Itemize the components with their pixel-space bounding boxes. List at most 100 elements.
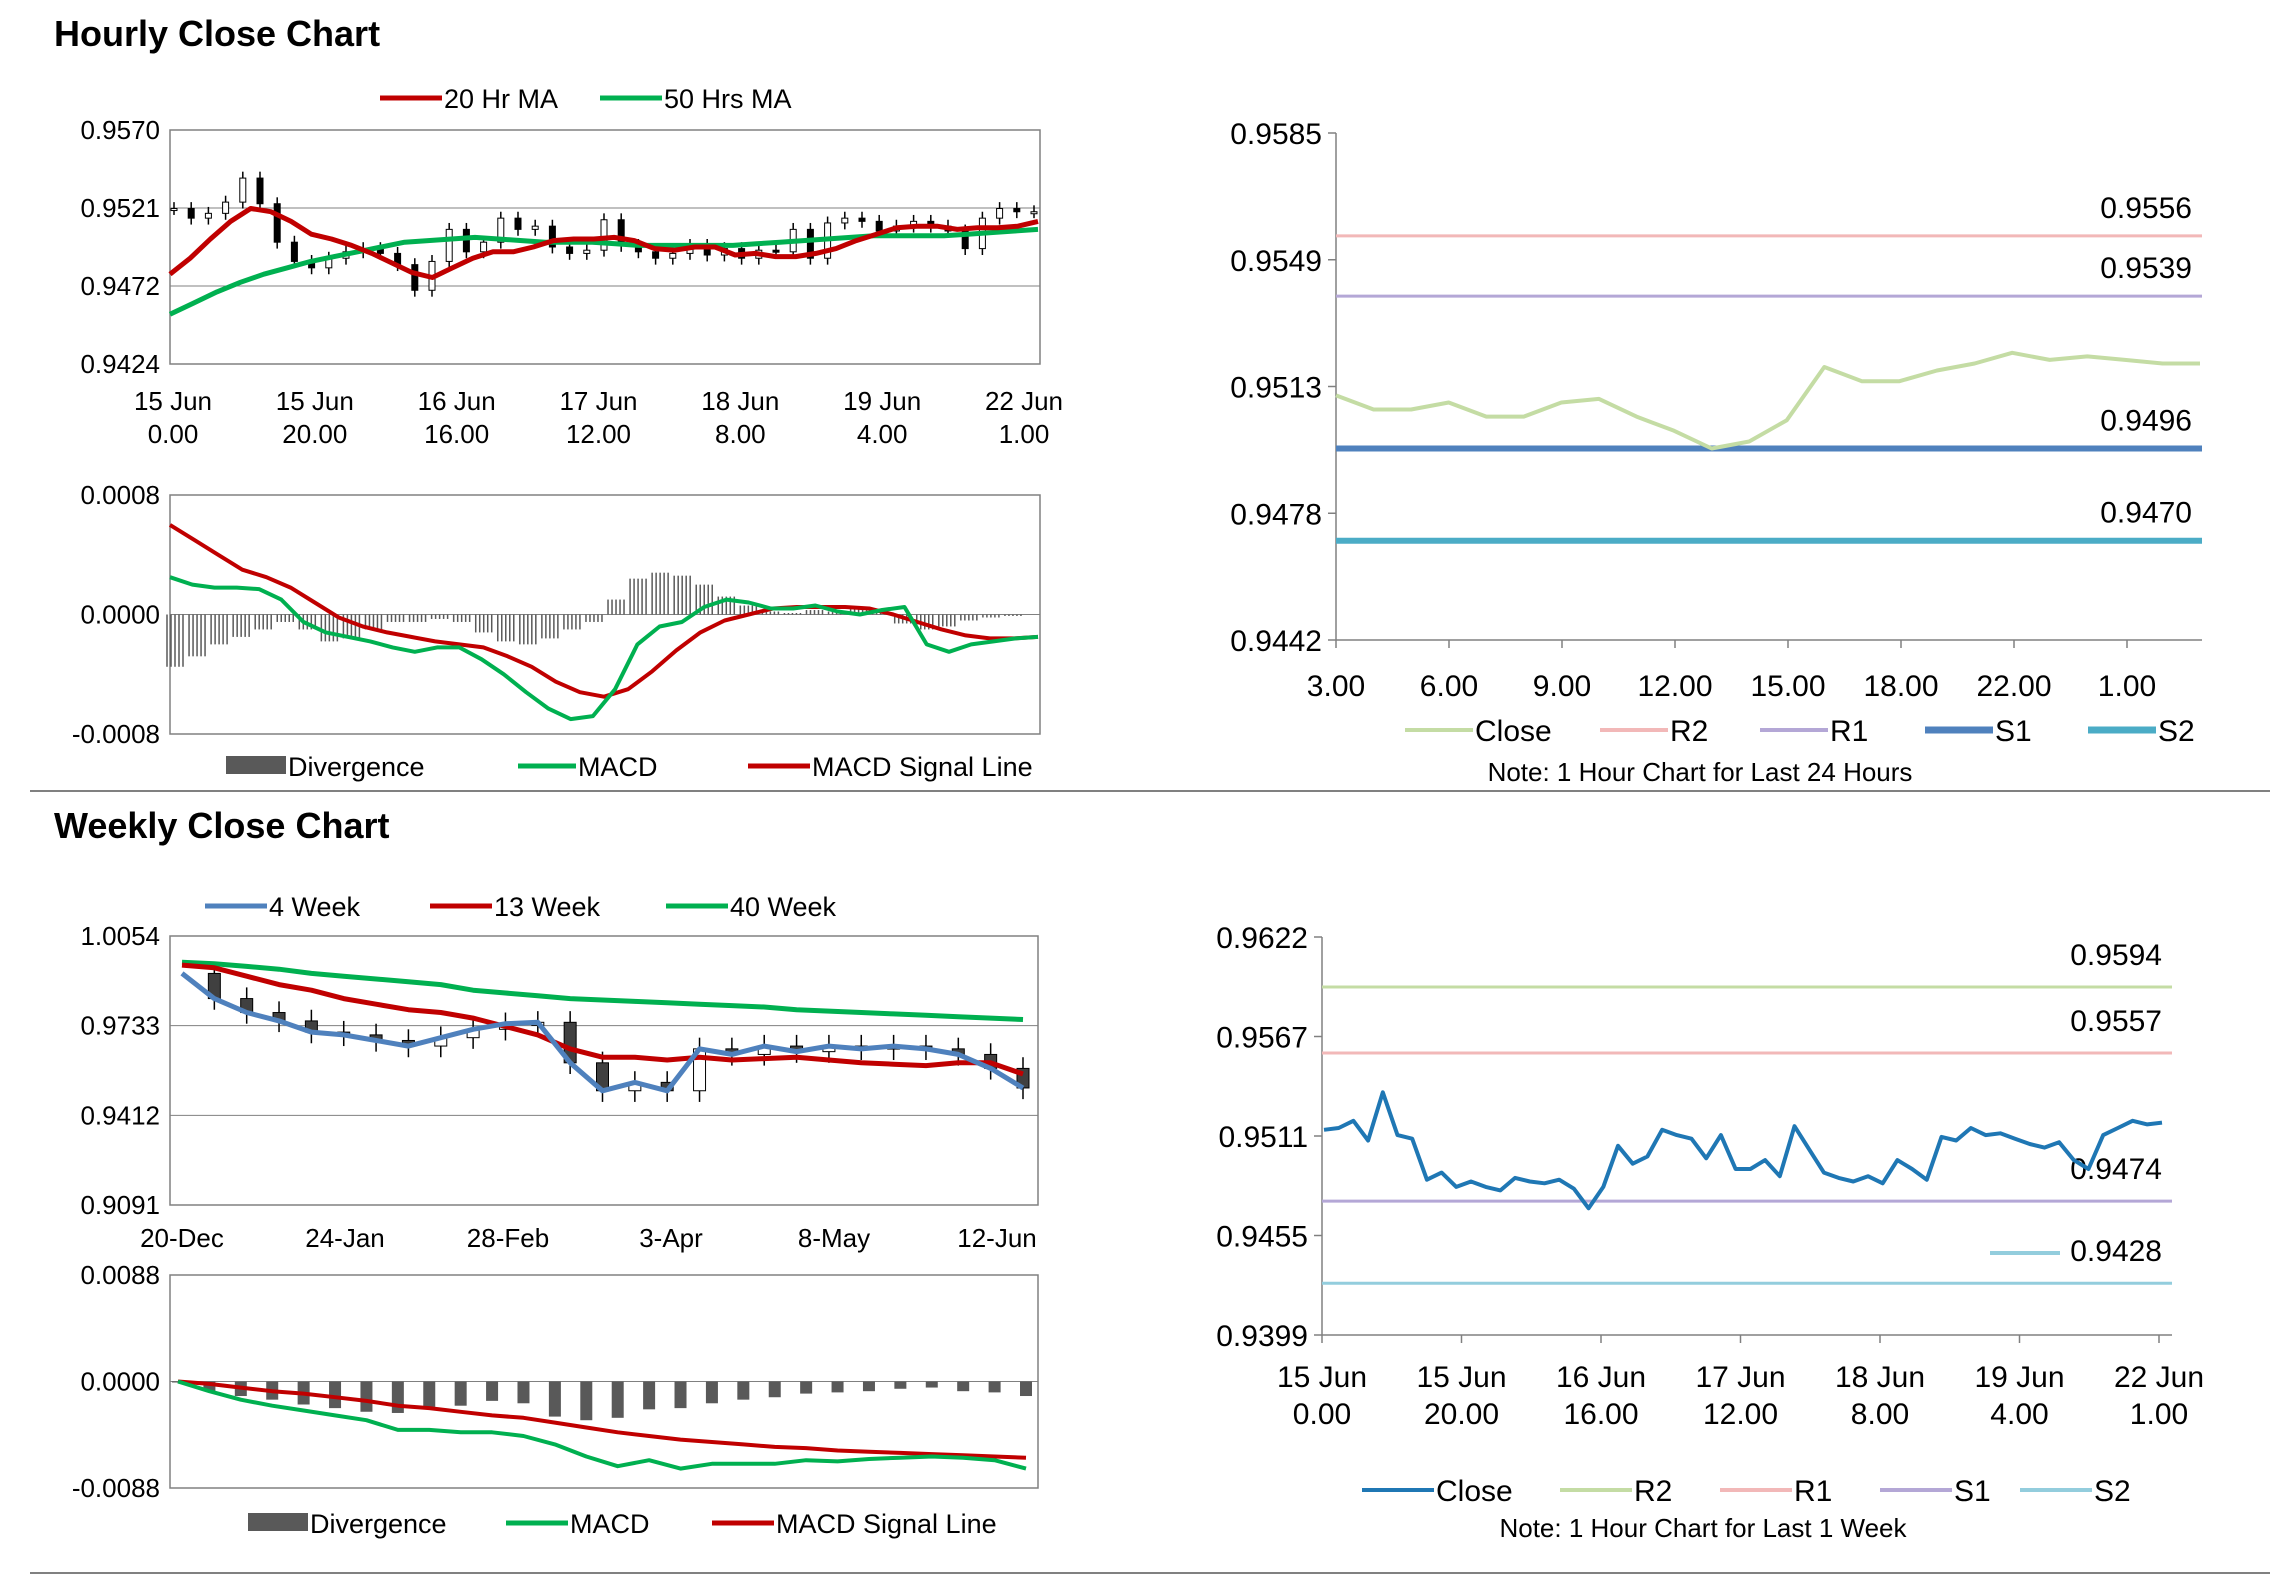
y-tick-label: 0.9442 <box>1230 625 1322 658</box>
y-tick-label: 0.9733 <box>80 1011 160 1041</box>
candle-body <box>497 217 505 243</box>
y-tick-label: 0.9455 <box>1216 1221 1308 1254</box>
candle-body <box>1013 208 1021 213</box>
close-line <box>1335 350 2200 451</box>
x-tick-label: 3.00 <box>1307 670 1365 703</box>
legend-swatch <box>226 756 286 774</box>
divergence-bar <box>391 1381 404 1413</box>
x-tick-label: 19 Jun <box>843 386 921 416</box>
x-tick-label: 18 Jun <box>701 386 779 416</box>
x-tick-label: 16 Jun <box>418 386 496 416</box>
divergence-bar <box>203 1381 216 1392</box>
x-tick-label: 16.00 <box>1563 1398 1638 1431</box>
y-tick-label: 0.9511 <box>1218 1121 1308 1154</box>
candle-body <box>652 251 660 259</box>
x-tick-label: 15.00 <box>1750 670 1825 703</box>
level-label: 0.9556 <box>2100 192 2192 225</box>
divergence-bar <box>548 1381 561 1417</box>
x-tick-label: 8-May <box>798 1223 870 1253</box>
legend-label: Divergence <box>288 752 425 782</box>
x-tick-label: 12.00 <box>1637 670 1712 703</box>
divergence-bar <box>1020 1381 1032 1397</box>
candle-body <box>480 241 488 253</box>
x-tick-label: 18.00 <box>1863 670 1938 703</box>
level-label: 0.9594 <box>2070 939 2162 972</box>
candle-body <box>669 252 677 259</box>
divergence-bar <box>800 1381 813 1394</box>
x-tick-label: 24-Jan <box>305 1223 385 1253</box>
divergence-bar <box>580 1381 593 1421</box>
level-label: 0.9496 <box>2100 405 2192 438</box>
candle-body <box>548 225 556 248</box>
candle-body <box>222 201 230 214</box>
candle-body <box>290 241 298 262</box>
x-tick-label: 20-Dec <box>140 1223 224 1253</box>
macd-line <box>177 1379 1027 1471</box>
divergence-bar <box>329 1381 342 1409</box>
ma4-line <box>180 971 1025 1094</box>
candle-body <box>445 228 453 262</box>
x-tick-label: 17 Jun <box>1695 1361 1785 1394</box>
x-tick-label: 15 Jun <box>1277 1361 1367 1394</box>
y-tick-label: 0.9399 <box>1216 1320 1308 1353</box>
level-label: 0.9557 <box>2070 1005 2162 1038</box>
candle-body <box>583 249 591 254</box>
y-tick-label: -0.0088 <box>72 1473 160 1503</box>
candle-body <box>514 217 522 230</box>
candle-body <box>772 249 780 253</box>
chart-note: Note: 1 Hour Chart for Last 1 Week <box>1499 1513 1907 1543</box>
y-tick-label: 0.9570 <box>80 115 160 145</box>
y-tick-label: 0.0008 <box>80 480 160 510</box>
x-tick-label: 20.00 <box>1424 1398 1499 1431</box>
legend-label: 40 Week <box>730 892 837 922</box>
macd-signal-line <box>177 1379 1027 1460</box>
x-tick-label: 1.00 <box>999 419 1050 449</box>
x-tick-label: 20.00 <box>282 419 347 449</box>
candle-body <box>187 208 195 219</box>
y-tick-label: 0.9622 <box>1216 922 1308 955</box>
x-tick-label: 12-Jun <box>957 1223 1037 1253</box>
candle-body <box>600 219 608 251</box>
legend-label: S1 <box>1954 1475 1991 1508</box>
x-tick-label: 22 Jun <box>2114 1361 2204 1394</box>
x-tick-label: 15 Jun <box>134 386 212 416</box>
legend-label: MACD <box>570 1509 650 1539</box>
divergence-bar <box>454 1381 467 1406</box>
y-tick-label: 0.9513 <box>1230 372 1322 405</box>
y-tick-label: 0.0000 <box>80 1367 160 1397</box>
x-tick-label: 8.00 <box>1851 1398 1909 1431</box>
x-tick-label: 19 Jun <box>1974 1361 2064 1394</box>
candle-body <box>170 208 178 212</box>
legend-label: R2 <box>1634 1475 1672 1508</box>
x-tick-label: 6.00 <box>1420 670 1478 703</box>
x-tick-label: 15 Jun <box>276 386 354 416</box>
legend-label: Divergence <box>310 1509 447 1539</box>
divergence-bar <box>360 1381 373 1412</box>
y-tick-label: 0.9091 <box>80 1190 160 1220</box>
candle-body <box>841 217 849 224</box>
level-label: 0.9539 <box>2100 252 2192 285</box>
divergence-bar <box>611 1381 624 1418</box>
x-tick-label: 4.00 <box>857 419 908 449</box>
x-tick-label: 16.00 <box>424 419 489 449</box>
y-tick-label: 0.9585 <box>1230 118 1322 151</box>
ma50-line <box>168 226 1039 317</box>
candle-body <box>411 264 419 291</box>
divergence-bar <box>894 1381 907 1389</box>
x-tick-label: 22.00 <box>1976 670 2051 703</box>
candle-body <box>996 208 1004 219</box>
y-tick-label: 0.9472 <box>80 271 160 301</box>
legend-label: Close <box>1436 1475 1513 1508</box>
x-tick-label: 0.00 <box>148 419 199 449</box>
x-tick-label: 1.00 <box>2098 670 2156 703</box>
legend-label: S2 <box>2094 1475 2131 1508</box>
legend-label: 20 Hr MA <box>444 84 558 114</box>
legend-label: 50 Hrs MA <box>664 84 792 114</box>
x-tick-label: 9.00 <box>1533 670 1591 703</box>
divergence-bar <box>705 1381 718 1404</box>
candle-body <box>256 177 264 205</box>
candle-body <box>875 220 883 232</box>
